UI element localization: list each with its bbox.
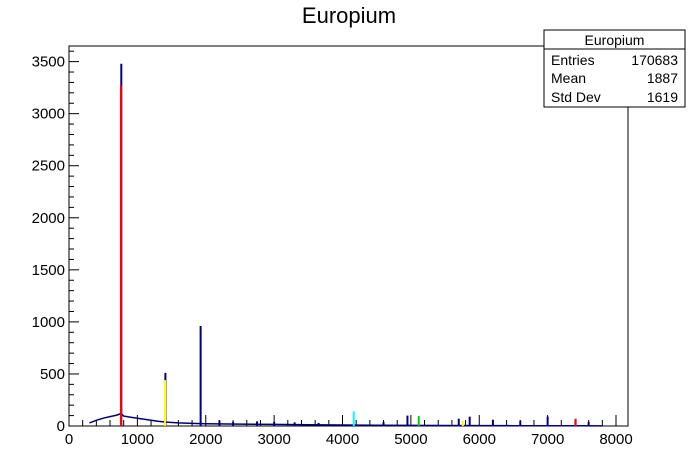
y-tick-label: 1000 bbox=[32, 314, 65, 331]
x-tick-label: 2000 bbox=[189, 431, 222, 448]
stats-box-title: Europium bbox=[585, 32, 645, 48]
x-tick-label: 8000 bbox=[599, 431, 632, 448]
x-tick-label: 1000 bbox=[121, 431, 154, 448]
x-tick-label: 0 bbox=[65, 431, 73, 448]
stats-mean-label: Mean bbox=[551, 70, 586, 86]
x-tick-label: 6000 bbox=[463, 431, 496, 448]
y-tick-label: 3000 bbox=[32, 106, 65, 123]
y-tick-label: 3500 bbox=[32, 54, 65, 71]
y-tick-label: 0 bbox=[57, 418, 65, 435]
y-tick-label: 2500 bbox=[32, 158, 65, 175]
stats-mean-value: 1887 bbox=[647, 70, 678, 86]
stats-entries-value: 170683 bbox=[631, 52, 678, 68]
y-axis: 0 500 1000 1500 2000 2500 3000 3500 bbox=[32, 50, 79, 435]
stats-stddev-value: 1619 bbox=[647, 89, 678, 105]
x-axis: 0 1000 2000 3000 4000 5000 6000 7000 8000 bbox=[65, 415, 633, 448]
stats-box: Europium Entries 170683 Mean 1887 Std De… bbox=[543, 29, 686, 108]
histogram-series bbox=[89, 63, 603, 427]
y-tick-label: 1500 bbox=[32, 262, 65, 279]
x-tick-label: 3000 bbox=[257, 431, 290, 448]
y-tick-label: 500 bbox=[40, 366, 65, 383]
chart-title: Europium bbox=[302, 3, 396, 28]
x-tick-label: 7000 bbox=[531, 431, 564, 448]
x-tick-label: 4000 bbox=[326, 431, 359, 448]
stats-entries-label: Entries bbox=[551, 52, 595, 68]
stats-stddev-label: Std Dev bbox=[551, 89, 601, 105]
x-tick-label: 5000 bbox=[394, 431, 427, 448]
y-tick-label: 2000 bbox=[32, 210, 65, 227]
plot-frame bbox=[68, 45, 629, 427]
background-continuum bbox=[89, 412, 603, 427]
